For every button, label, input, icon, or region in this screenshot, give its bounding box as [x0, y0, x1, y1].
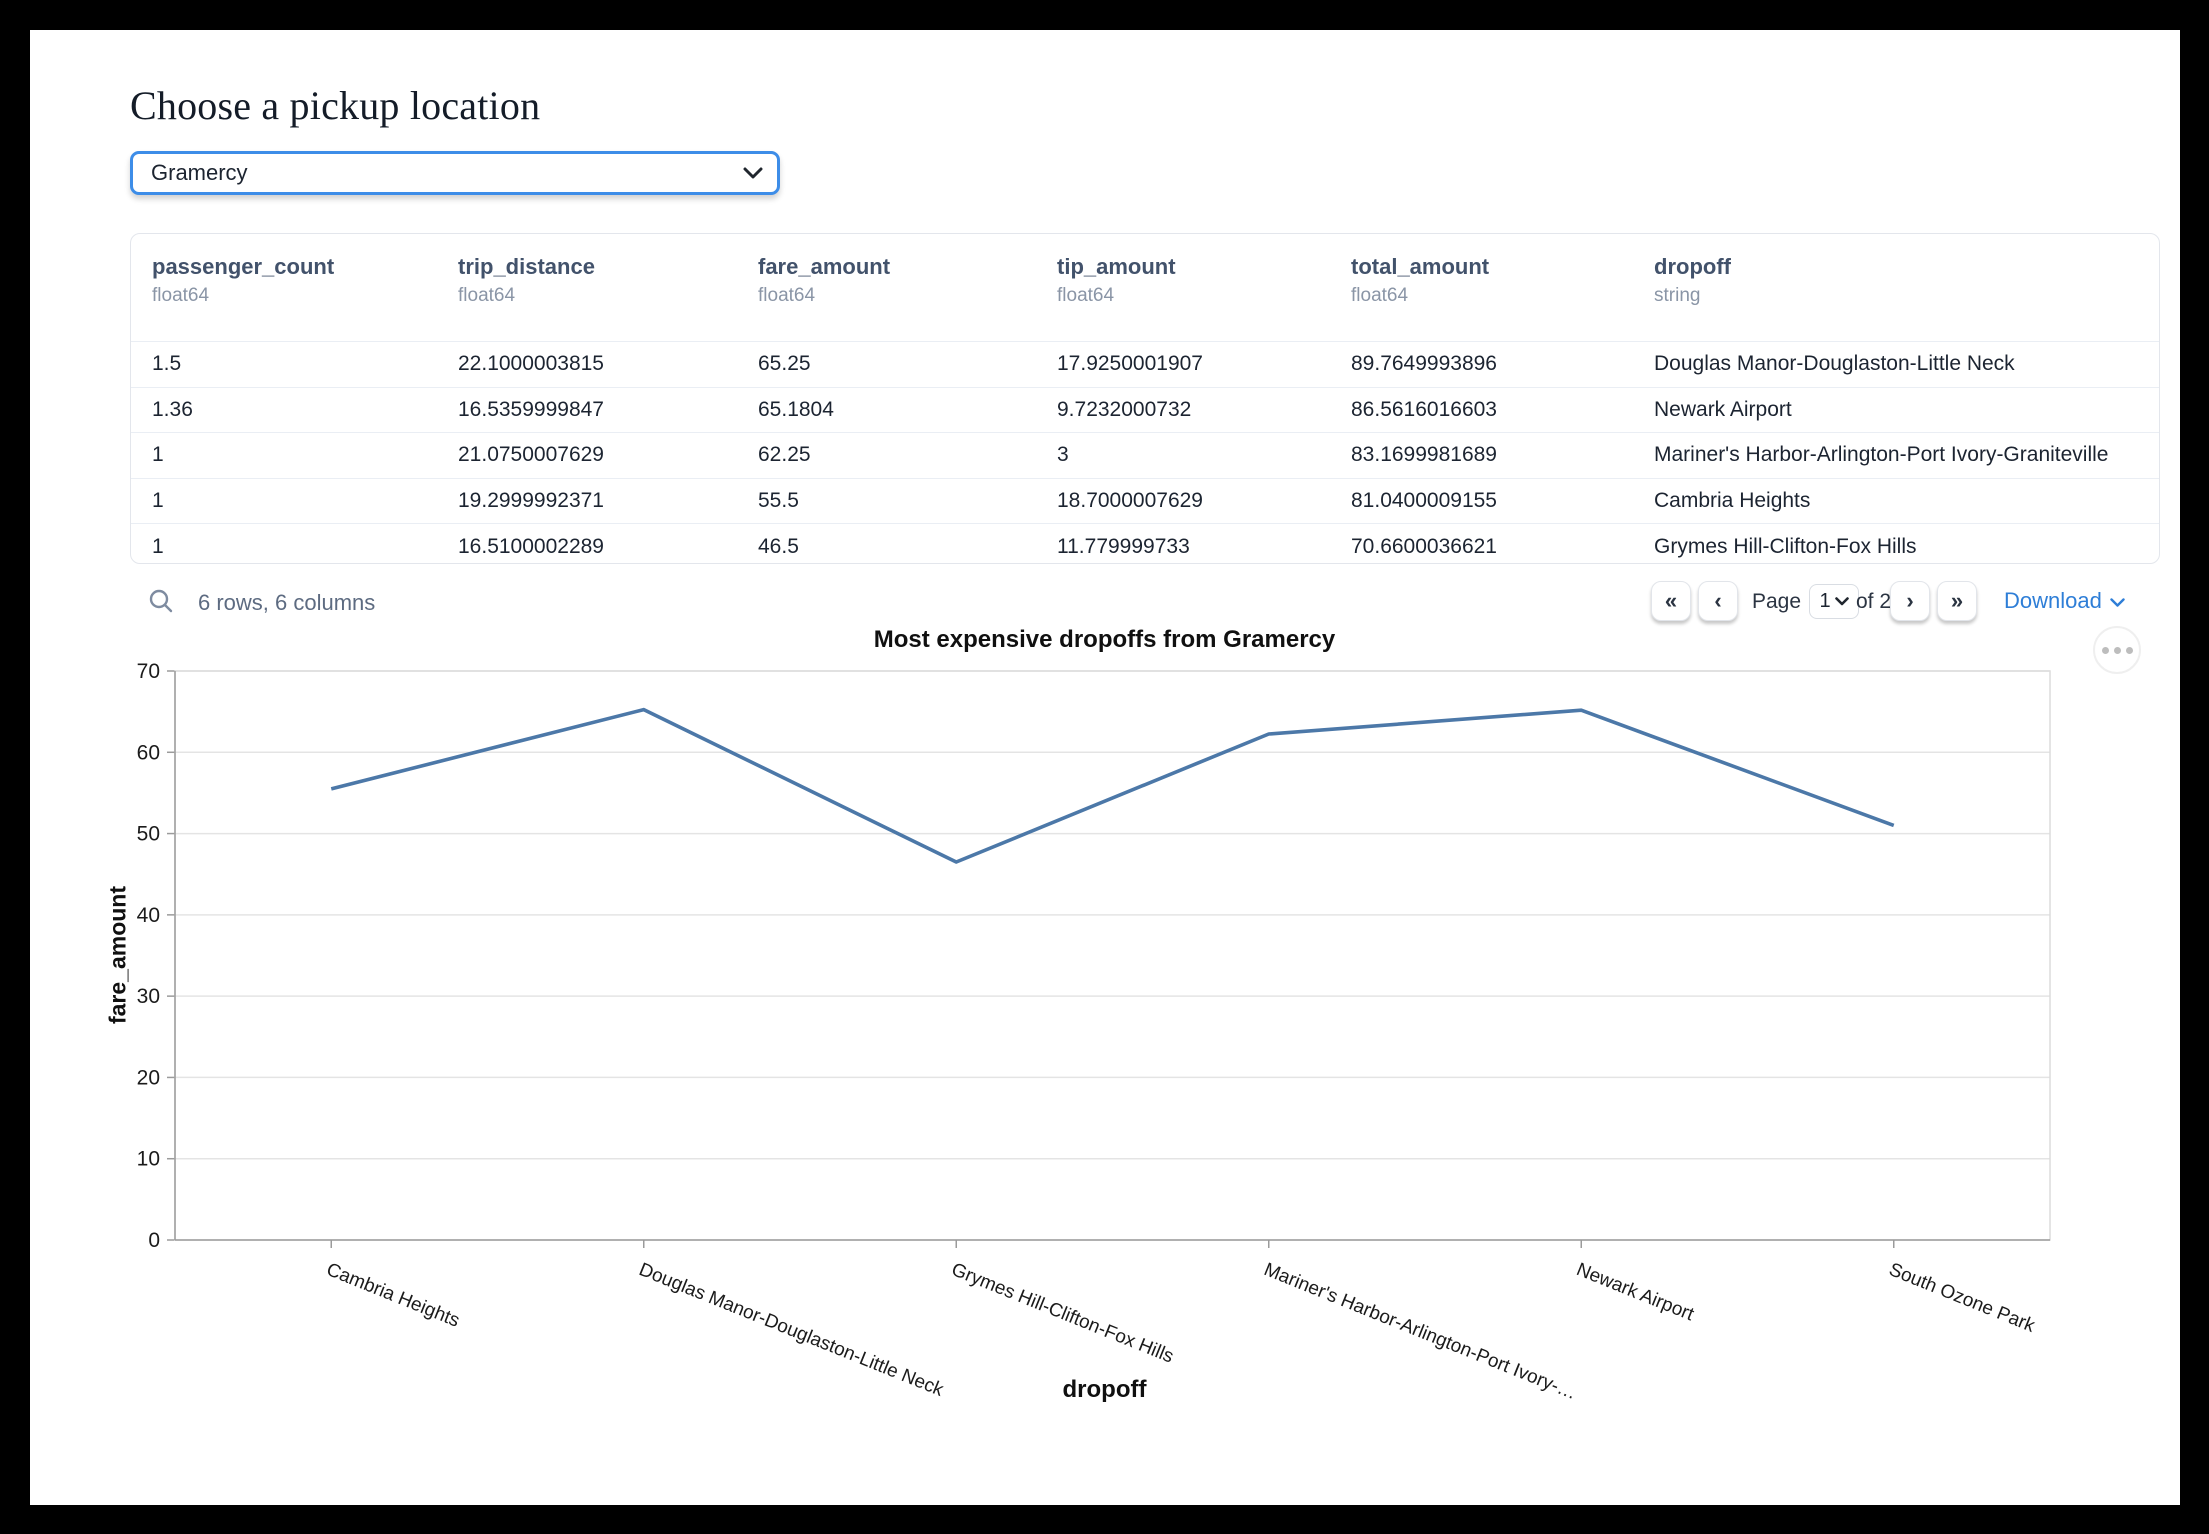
table-cell: 70.6600036621	[1351, 534, 1497, 558]
page-count-label: of 2	[1856, 590, 1892, 613]
table-footer: 6 rows, 6 columns « ‹ Page 1 of 2 › » Do…	[130, 578, 2160, 626]
table-cell: 21.0750007629	[458, 443, 604, 467]
chart-title: Most expensive dropoffs from Gramercy	[873, 626, 1336, 653]
y-axis-title: fare_amount	[104, 885, 131, 1025]
table-cell: 1	[152, 489, 164, 513]
pickup-location-select[interactable]: Gramercy	[130, 151, 780, 195]
page-label: Page	[1752, 590, 1802, 613]
page-number-value: 1	[1819, 590, 1831, 612]
table-cell: 1.5	[152, 352, 182, 376]
table-cell: 11.779999733	[1057, 534, 1190, 558]
table-cell: 86.5616016603	[1351, 397, 1497, 421]
pickup-location-value: Gramercy	[151, 160, 248, 185]
x-axis-title: dropoff	[1062, 1376, 1147, 1403]
table-cell: 1	[152, 534, 164, 558]
first-page-button[interactable]: «	[1651, 581, 1691, 621]
table-cell: 22.1000003815	[458, 352, 604, 376]
table-cell: 18.7000007629	[1057, 489, 1203, 513]
previous-page-button[interactable]: ‹	[1698, 581, 1738, 621]
table-cell: 65.1804	[758, 397, 834, 421]
last-page-button[interactable]: »	[1937, 581, 1977, 621]
table-row[interactable]: 1 16.5100002289 46.5 11.779999733 70.6600036…	[131, 523, 2159, 563]
app-panel: Choose a pickup location Gramercy passen…	[30, 30, 2180, 1505]
table-row[interactable]: 1.36 16.5359999847 65.1804 9.7232000732 86.5…	[131, 386, 2159, 433]
column-header-trip_distance[interactable]: trip_distance float64	[437, 234, 737, 341]
table-cell: 65.25	[758, 352, 811, 376]
column-header-total_amount[interactable]: total_amount float64	[1330, 234, 1633, 341]
table-row[interactable]: 1 21.0750007629 62.25 3 83.1699981689 Mariner…	[131, 432, 2159, 478]
column-type: string	[1654, 285, 1701, 306]
table-row[interactable]: 1 19.2999992371 55.5 18.7000007629 81.040000…	[131, 477, 2159, 524]
table-cell: 83.1699981689	[1351, 443, 1497, 467]
column-header-fare_amount[interactable]: fare_amount float64	[737, 234, 1036, 341]
column-name: dropoff	[1654, 254, 1731, 279]
page-number-select[interactable]: 1	[1809, 584, 1859, 619]
column-name: trip_distance	[458, 254, 595, 279]
column-header-passenger_count[interactable]: passenger_count float64	[131, 234, 437, 341]
column-type: float64	[152, 285, 210, 306]
next-page-button[interactable]: ›	[1890, 581, 1930, 621]
column-name: total_amount	[1351, 254, 1490, 279]
column-name: fare_amount	[758, 254, 891, 279]
table-cell: 62.25	[758, 443, 811, 467]
search-icon[interactable]	[148, 588, 174, 619]
table-cell: 55.5	[758, 489, 799, 513]
table-cell: 1.36	[152, 397, 193, 421]
table-cell: Grymes Hill-Clifton-Fox Hills	[1654, 534, 1917, 558]
table-cell: 89.7649993896	[1351, 352, 1497, 376]
column-type: float64	[1057, 285, 1115, 306]
table-body: 1.5 22.1000003815 65.25 17.9250001907 89.764…	[131, 341, 2159, 563]
column-name: passenger_count	[152, 254, 335, 279]
table-cell: 1	[152, 443, 164, 467]
table-cell: 9.7232000732	[1057, 397, 1192, 421]
page-title: Choose a pickup location	[130, 83, 541, 128]
row-column-summary: 6 rows, 6 columns	[198, 590, 376, 615]
table-cell: Mariner's Harbor-Arlington-Port Ivory-Gr…	[1654, 443, 2109, 467]
column-name: tip_amount	[1057, 254, 1176, 279]
column-type: float64	[1351, 285, 1409, 306]
table-cell: Newark Airport	[1654, 397, 1792, 421]
table-cell: Douglas Manor-Douglaston-Little Neck	[1654, 352, 2015, 376]
table-cell: 17.9250001907	[1057, 352, 1203, 376]
ellipsis-menu-icon	[2101, 646, 2109, 654]
chart-menu-button[interactable]	[2093, 626, 2141, 674]
chevron-down-icon	[743, 167, 763, 180]
table-cell: 19.2999992371	[458, 489, 604, 513]
table-cell: 16.5359999847	[458, 397, 604, 421]
column-type: float64	[458, 285, 516, 306]
table-cell: 46.5	[758, 534, 799, 558]
table-cell: 16.5100002289	[458, 534, 604, 558]
download-label: Download	[2004, 588, 2102, 613]
table-row[interactable]: 1.5 22.1000003815 65.25 17.9250001907 89.764…	[131, 341, 2159, 387]
column-header-dropoff[interactable]: dropoff string	[1633, 234, 2159, 341]
column-type: float64	[758, 285, 816, 306]
table-cell: 3	[1057, 443, 1069, 467]
column-header-tip_amount[interactable]: tip_amount float64	[1036, 234, 1330, 341]
chevron-down-icon	[2110, 588, 2125, 614]
table-cell: 81.0400009155	[1351, 489, 1497, 513]
download-button[interactable]: Download	[2004, 588, 2125, 614]
table-cell: Cambria Heights	[1654, 489, 1811, 513]
chevron-down-icon	[1834, 593, 1849, 611]
